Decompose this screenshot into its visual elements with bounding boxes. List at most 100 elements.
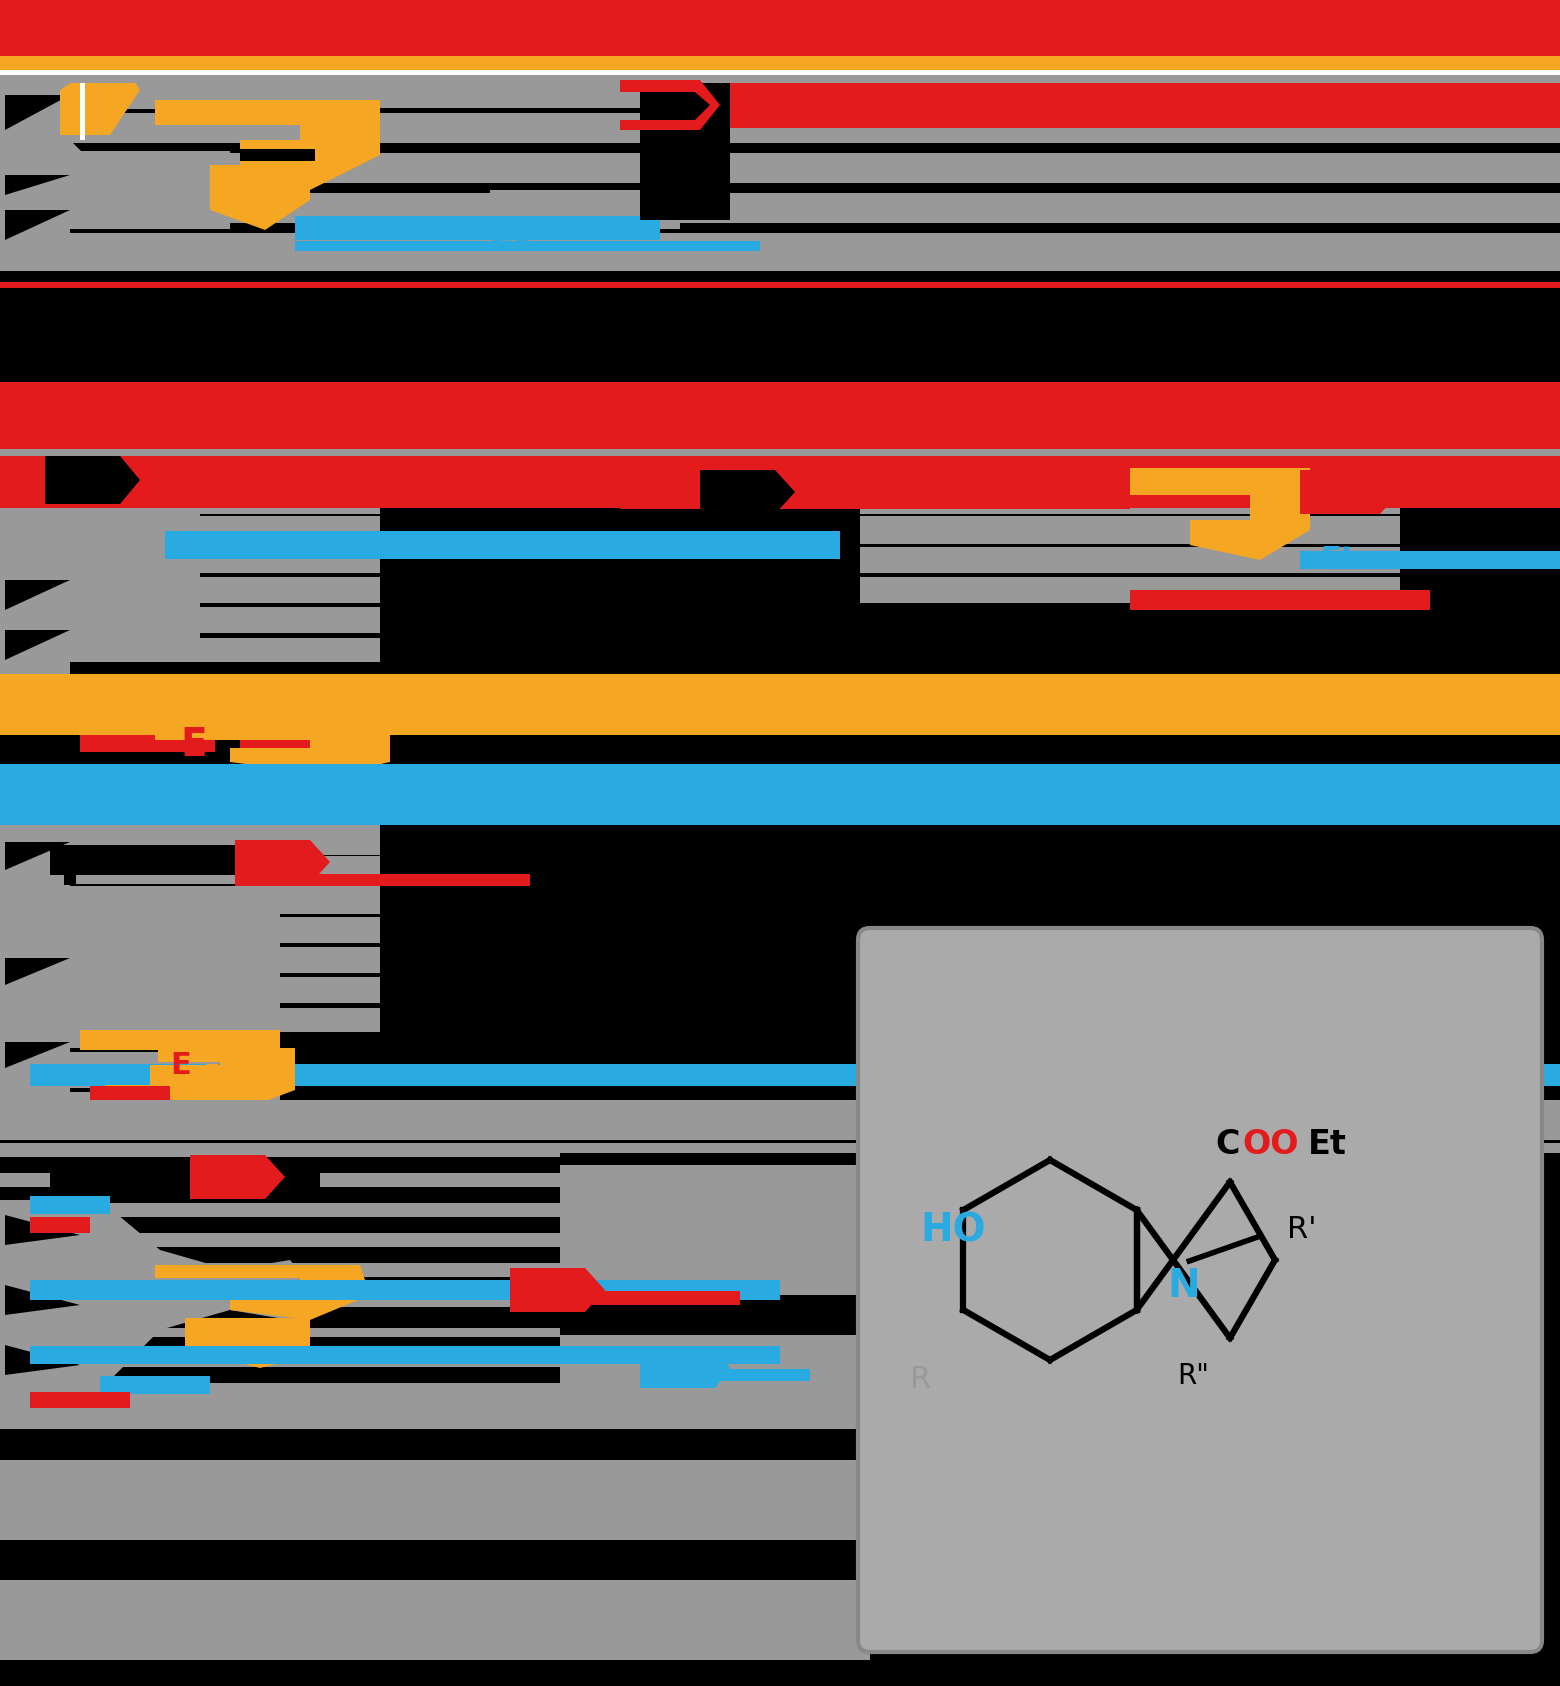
Bar	[0, 1276, 560, 1293]
Bar	[0, 1145, 560, 1175]
Bar	[70, 91, 229, 110]
Polygon shape	[80, 1030, 279, 1104]
Bar	[0, 725, 1560, 735]
Bar	[0, 448, 1560, 455]
Text: OO: OO	[1242, 1128, 1298, 1160]
Polygon shape	[45, 455, 140, 504]
Bar	[0, 1165, 870, 1295]
Text: Et: Et	[1320, 546, 1356, 575]
Bar	[0, 192, 1560, 223]
Bar	[0, 814, 1560, 824]
Bar	[640, 1369, 810, 1381]
Polygon shape	[640, 78, 730, 219]
Polygon shape	[5, 631, 70, 659]
Bar	[70, 121, 229, 138]
Bar	[50, 1162, 320, 1189]
Bar	[30, 1345, 780, 1364]
Bar	[0, 437, 1560, 450]
Bar	[0, 917, 381, 942]
Polygon shape	[0, 460, 100, 679]
Bar	[0, 764, 1560, 816]
Bar	[70, 211, 229, 229]
Polygon shape	[186, 1318, 310, 1367]
Bar	[240, 732, 315, 752]
Polygon shape	[5, 94, 70, 130]
Polygon shape	[1299, 470, 1399, 514]
Polygon shape	[0, 830, 100, 1109]
Bar	[70, 642, 200, 658]
Bar	[0, 1411, 870, 1430]
Text: 5: 5	[203, 1062, 220, 1087]
Bar	[0, 1357, 560, 1383]
Bar	[0, 1205, 560, 1234]
Bar	[30, 1064, 1560, 1086]
Bar	[50, 845, 300, 875]
Bar	[0, 1248, 560, 1263]
Bar	[0, 637, 381, 663]
Bar	[70, 502, 200, 518]
Text: E: E	[170, 1050, 190, 1079]
Bar	[490, 211, 680, 229]
Bar	[70, 953, 279, 968]
Bar	[30, 1280, 780, 1300]
Bar	[0, 1157, 560, 1173]
Polygon shape	[0, 84, 100, 260]
Bar	[0, 1187, 560, 1204]
Polygon shape	[5, 1216, 80, 1244]
Polygon shape	[190, 1155, 285, 1199]
Bar	[0, 1099, 1560, 1140]
Text: E: E	[179, 727, 206, 764]
Bar	[0, 486, 381, 514]
Bar	[100, 1376, 211, 1394]
Bar	[80, 732, 215, 752]
Bar	[860, 546, 1399, 573]
Text: HO: HO	[920, 1211, 986, 1249]
Bar	[0, 261, 1560, 271]
Bar	[0, 1177, 560, 1204]
Bar	[0, 1297, 560, 1324]
Polygon shape	[154, 1264, 370, 1320]
Bar	[70, 622, 200, 637]
Bar	[70, 561, 200, 578]
Bar	[70, 152, 229, 169]
Text: N: N	[1167, 1266, 1200, 1305]
Bar	[70, 1032, 279, 1049]
Bar	[70, 932, 279, 948]
Bar	[70, 1012, 279, 1028]
Bar	[0, 113, 1560, 143]
Bar	[0, 1143, 1560, 1153]
Bar	[0, 1217, 560, 1232]
Bar	[0, 1307, 560, 1324]
Bar	[236, 873, 530, 887]
Bar	[619, 470, 1129, 509]
FancyBboxPatch shape	[858, 927, 1541, 1652]
Polygon shape	[619, 79, 721, 130]
Bar	[64, 1158, 76, 1200]
Bar	[295, 216, 660, 239]
Bar	[0, 69, 1560, 74]
Text: R': R'	[1287, 1216, 1317, 1244]
Bar	[0, 452, 1560, 507]
Polygon shape	[5, 1345, 80, 1376]
Bar	[0, 1008, 381, 1032]
Bar	[1129, 590, 1431, 610]
Bar	[70, 541, 200, 558]
Bar	[0, 1337, 560, 1352]
Polygon shape	[211, 165, 310, 229]
Polygon shape	[5, 580, 70, 610]
Bar	[0, 1580, 870, 1661]
Bar	[0, 282, 1560, 288]
Bar	[70, 241, 229, 260]
Bar	[0, 1431, 870, 1448]
Bar	[70, 912, 279, 927]
Bar	[0, 455, 381, 486]
Bar	[64, 845, 76, 885]
Bar	[0, 153, 1560, 184]
Bar	[860, 516, 1399, 545]
Bar	[165, 531, 839, 560]
Bar	[240, 148, 315, 160]
Bar	[80, 74, 84, 140]
Bar	[0, 233, 1560, 263]
Bar	[0, 856, 381, 883]
Polygon shape	[154, 727, 390, 776]
